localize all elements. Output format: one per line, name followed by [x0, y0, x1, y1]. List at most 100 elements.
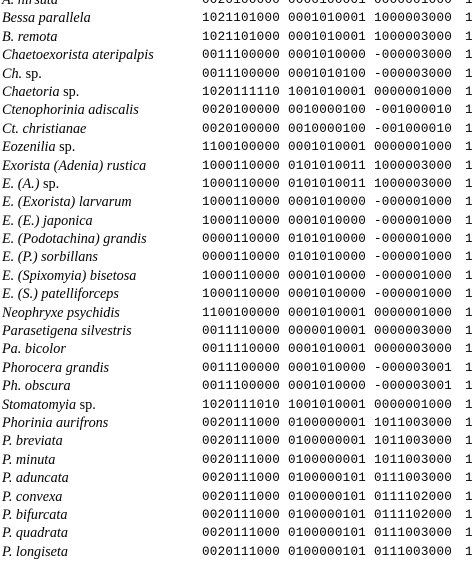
taxon-name: P. aduncata [2, 469, 69, 487]
taxon-name: Chaetoria sp. [2, 83, 79, 101]
character-code-c3: 0000001000 [374, 140, 453, 155]
taxon-name-italic: P. bifurcata [2, 506, 68, 523]
character-code-c4: 1 [465, 195, 473, 210]
character-code-c1: 1000110000 [202, 195, 281, 210]
character-code-c4: 1 [465, 11, 473, 26]
character-code-c2: 0000100001 [288, 0, 367, 7]
taxon-name-suffix: sp. [76, 396, 96, 413]
taxon-name-italic: Pa. bicolor [2, 341, 66, 358]
character-code-c2: 0001010000 [288, 379, 367, 394]
character-code-c1: 0020111000 [202, 471, 281, 486]
taxon-name: Phorinia aurifrons [2, 414, 108, 432]
table-row: Chaetoexorista ateripalpis 0011100000 0001… [0, 46, 474, 64]
taxon-name-italic: P. longiseta [2, 543, 68, 560]
taxon-name-italic: E. (E.) japonica [2, 212, 93, 229]
character-code-c2: 0101010000 [288, 250, 367, 265]
character-code-c2: 0010000100 [288, 103, 367, 118]
taxon-name: P. convexa [2, 488, 62, 506]
taxon-name: P. bifurcata [2, 506, 67, 524]
character-code-c4: 1 [465, 397, 473, 412]
character-code-c1: 0020100000 [202, 0, 281, 7]
taxon-name: Exorista (Adenia) rustica [2, 157, 146, 175]
taxon-name-italic: A. hirsuta [2, 0, 58, 8]
character-code-c1: 0020111000 [202, 434, 281, 449]
taxon-name: Stomatomyia sp. [2, 396, 96, 414]
table-row: P. breviata 0020111000 0100000001 101100300… [0, 432, 474, 450]
taxon-name-italic: P. aduncata [2, 470, 69, 487]
character-code-c4: 1 [465, 434, 473, 449]
table-row: P. minuta 0020111000 0100000001 1011003000 1 [0, 451, 474, 469]
table-row: E. (A.) sp. 1000110000 0101010011 100000300… [0, 175, 474, 193]
taxon-name: E. (S.) patelliforceps [2, 285, 119, 303]
character-code-c1: 0020100000 [202, 103, 281, 118]
character-code-c1: 1000110000 [202, 176, 281, 191]
character-code-c2: 0001010000 [288, 213, 367, 228]
character-code-c1: 0011100000 [202, 360, 281, 375]
table-row: Ch. sp. 0011100000 0001010100 -000003000 1 [0, 65, 474, 83]
taxon-name: Ct. christianae [2, 120, 86, 138]
character-code-c3: 0111102000 [374, 489, 453, 504]
character-code-c4: 1 [465, 489, 473, 504]
taxon-name: Eozenilia sp. [2, 138, 75, 156]
character-code-c4: 1 [465, 103, 473, 118]
character-code-c2: 0100000001 [288, 415, 367, 430]
character-code-c4: 1 [465, 360, 473, 375]
character-code-c2: 0001010001 [288, 140, 367, 155]
character-code-c1: 1100100000 [202, 305, 281, 320]
taxon-name-italic: P. breviata [2, 433, 63, 450]
taxon-name-italic: E. (Spixomyia) bisetosa [2, 267, 137, 284]
character-code-c3: 1000003000 [374, 158, 453, 173]
taxon-name: E. (Exorista) larvarum [2, 193, 132, 211]
character-code-c2: 0101010000 [288, 232, 367, 247]
taxon-name: E. (P.) sorbillans [2, 248, 98, 266]
character-code-c3: 0000001000 [374, 0, 453, 7]
character-code-c1: 0011110000 [202, 342, 281, 357]
table-row: Phorocera grandis 0011100000 0001010000 -00… [0, 359, 474, 377]
taxon-name: B. remota [2, 28, 57, 46]
character-code-c3: 1000003000 [374, 176, 453, 191]
character-code-c4: 1 [465, 287, 473, 302]
character-code-c2: 1001010001 [288, 397, 367, 412]
taxon-name-italic: Ct. christianae [2, 120, 87, 137]
taxon-name-italic: E. (A.) [2, 175, 40, 192]
table-row: E. (P.) sorbillans 0000110000 0101010000 -0… [0, 248, 474, 266]
taxon-name-italic: Ctenophorinia adiscalis [2, 102, 139, 119]
character-code-c3: -000001000 [374, 268, 453, 283]
character-code-c4: 1 [465, 342, 473, 357]
character-code-c3: -001000010 [374, 121, 453, 136]
character-code-c4: 1 [465, 379, 473, 394]
character-code-c2: 0101010011 [288, 176, 367, 191]
character-code-c1: 1000110000 [202, 287, 281, 302]
taxon-name-italic: Stomatomyia [2, 396, 77, 413]
table-row: E. (Spixomyia) bisetosa 1000110000 0001010… [0, 267, 474, 285]
table-row: Pa. bicolor 0011110000 0001010001 000000300… [0, 340, 474, 358]
character-code-c2: 0001010000 [288, 268, 367, 283]
character-code-c1: 0020111000 [202, 415, 281, 430]
character-code-c3: -001000010 [374, 103, 453, 118]
table-row: A. hirsuta 0020100000 0000100001 0000001000… [0, 0, 474, 9]
character-code-c3: 0000001000 [374, 84, 453, 99]
taxon-name: P. breviata [2, 432, 63, 450]
taxon-name: E. (A.) sp. [2, 175, 59, 193]
character-code-c2: 0001010000 [288, 195, 367, 210]
character-code-c1: 0020111000 [202, 544, 281, 559]
taxon-name-italic: B. remota [2, 28, 58, 45]
table-row: P. bifurcata 0020111000 0100000101 01111020… [0, 506, 474, 524]
taxon-name: E. (Podotachina) grandis [2, 230, 147, 248]
character-code-c3: -000003001 [374, 360, 453, 375]
character-code-c2: 0101010011 [288, 158, 367, 173]
taxon-name-italic: Ch. [2, 65, 23, 82]
taxon-name: Phorocera grandis [2, 359, 109, 377]
character-code-c4: 1 [465, 48, 473, 63]
character-code-c4: 1 [465, 250, 473, 265]
taxon-name: A. hirsuta [2, 0, 58, 9]
character-code-c3: -000003000 [374, 48, 453, 63]
table-row: Phorinia aurifrons 0020111000 0100000001 10… [0, 414, 474, 432]
character-code-c3: 0000003000 [374, 324, 453, 339]
taxon-name-italic: Exorista (Adenia) rustica [2, 157, 147, 174]
character-code-c2: 0100000101 [288, 507, 367, 522]
character-code-c4: 1 [465, 452, 473, 467]
character-code-c1: 1021101000 [202, 29, 281, 44]
taxon-name-italic: P. minuta [2, 451, 56, 468]
